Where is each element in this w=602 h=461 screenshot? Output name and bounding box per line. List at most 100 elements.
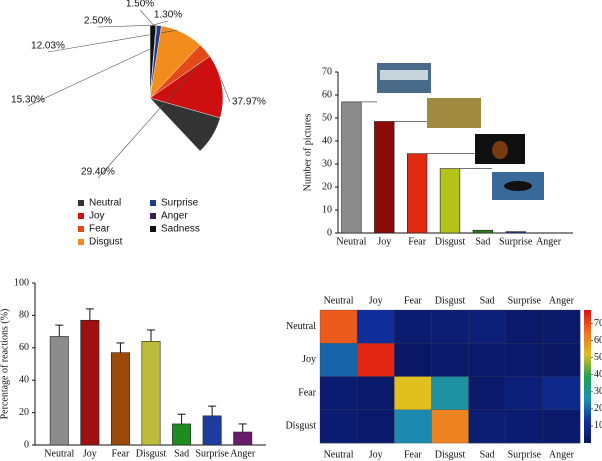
- heatmap-cell: [431, 310, 469, 344]
- y-tick-label: 40: [19, 374, 29, 385]
- column-label: Neutral: [324, 449, 354, 460]
- column-label: Surprise: [508, 449, 542, 460]
- pie-label: 15.30%: [11, 95, 45, 106]
- heatmap-cell: [357, 343, 395, 377]
- leader-line: [152, 20, 169, 26]
- pie-label: 1.50%: [126, 0, 154, 10]
- y-tick-label: 20: [19, 407, 29, 418]
- heatmap-cell: [357, 376, 395, 411]
- x-tick-label: Anger: [536, 236, 562, 247]
- heatmap-cell: [505, 376, 544, 411]
- y-axis-label: Percentage of reactions (%): [0, 309, 10, 420]
- x-tick-label: Sad: [475, 236, 490, 247]
- bar: [472, 229, 494, 234]
- heatmap-cell: [431, 376, 469, 411]
- bar: [341, 101, 362, 234]
- y-tick-label: 50: [322, 112, 332, 123]
- x-tick-label: Disgust: [435, 236, 466, 247]
- colorbar-tick-label: 30: [594, 386, 602, 397]
- heatmap-cell: [320, 310, 358, 344]
- legend-label: Fear: [89, 224, 110, 235]
- y-tick-label: 0: [327, 227, 332, 238]
- heatmap-cell: [431, 409, 469, 444]
- pie-label: 1.30%: [154, 10, 182, 21]
- bar: [233, 431, 253, 446]
- colorbar-tick-label: 50: [594, 352, 602, 363]
- bar: [439, 168, 461, 234]
- y-axis-label: Number of pictures: [302, 114, 313, 192]
- x-tick-label: Disgust: [136, 448, 167, 459]
- legend-marker: [78, 226, 84, 232]
- leader-line: [139, 9, 154, 26]
- heatmap-cell: [394, 409, 432, 444]
- heatmap-cell: [431, 343, 469, 377]
- x-tick-label: Fear: [112, 448, 130, 459]
- heatmap-cell: [468, 343, 507, 377]
- y-tick-label: 0: [24, 439, 29, 450]
- heatmap-cell: [542, 310, 581, 344]
- column-label: Anger: [549, 449, 575, 460]
- y-tick-label: 60: [19, 342, 29, 353]
- y-tick-label: 80: [19, 310, 29, 321]
- heatmap-cell: [505, 409, 544, 444]
- column-label: Disgust: [435, 295, 466, 306]
- legend-label: Sadness: [161, 224, 200, 235]
- heatmap-cell: [320, 409, 358, 444]
- legend-label: Anger: [161, 211, 188, 222]
- x-tick-label: Fear: [408, 236, 426, 247]
- heatmap-cell: [357, 310, 395, 344]
- x-tick-label: Joy: [377, 236, 391, 247]
- heatmap-cell: [505, 310, 544, 344]
- legend-marker: [150, 213, 156, 219]
- column-label: Joy: [369, 449, 383, 460]
- x-tick-label: Sad: [174, 448, 189, 459]
- leader-line: [97, 24, 156, 28]
- picture-face: [492, 141, 508, 159]
- bar: [505, 231, 526, 234]
- heatmap-cell: [320, 343, 358, 377]
- column-label: Sad: [480, 449, 495, 460]
- row-label: Neutral: [286, 321, 316, 332]
- y-tick-label: 60: [322, 89, 332, 100]
- colorbar: [584, 310, 591, 443]
- pie-label: 2.50%: [84, 16, 112, 27]
- heatmap-cell: [542, 409, 581, 444]
- colorbar-tick-label: 10: [594, 420, 602, 431]
- x-tick-label: Surprise: [195, 448, 229, 459]
- heatmap-cell: [394, 343, 432, 377]
- heatmap-cell: [320, 376, 358, 411]
- heatmap-cell: [505, 343, 544, 377]
- legend-marker: [78, 213, 84, 219]
- column-label: Neutral: [324, 295, 354, 306]
- picture-cloud: [380, 70, 428, 80]
- legend-marker: [150, 226, 156, 232]
- column-label: Sad: [480, 295, 495, 306]
- x-tick-label: Neutral: [336, 236, 366, 247]
- leader-line: [97, 53, 209, 179]
- bar: [49, 336, 69, 446]
- picture-grass: [427, 98, 481, 128]
- heatmap-cell: [468, 376, 507, 411]
- row-label: Disgust: [285, 421, 316, 432]
- bar: [141, 341, 161, 446]
- colorbar-tick-label: 70: [594, 318, 602, 329]
- column-label: Fear: [404, 449, 422, 460]
- legend-label: Surprise: [161, 198, 199, 209]
- pie-label: 29.40%: [81, 167, 115, 178]
- y-tick-label: 70: [322, 66, 332, 77]
- legend-label: Joy: [89, 211, 105, 222]
- bar: [374, 121, 395, 234]
- pie-label: 37.97%: [232, 97, 266, 108]
- bar: [406, 153, 428, 234]
- y-tick-label: 100: [14, 277, 29, 288]
- column-label: Joy: [369, 295, 383, 306]
- heatmap-cell: [542, 343, 581, 377]
- heatmap-cell: [394, 376, 432, 411]
- legend-marker: [150, 200, 156, 206]
- x-tick-label: Joy: [83, 448, 97, 459]
- colorbar-tick-label: 40: [594, 369, 602, 380]
- column-label: Disgust: [435, 449, 466, 460]
- pie-label: 12.03%: [31, 41, 65, 52]
- heatmap-cell: [468, 310, 507, 344]
- x-tick-label: Surprise: [499, 236, 533, 247]
